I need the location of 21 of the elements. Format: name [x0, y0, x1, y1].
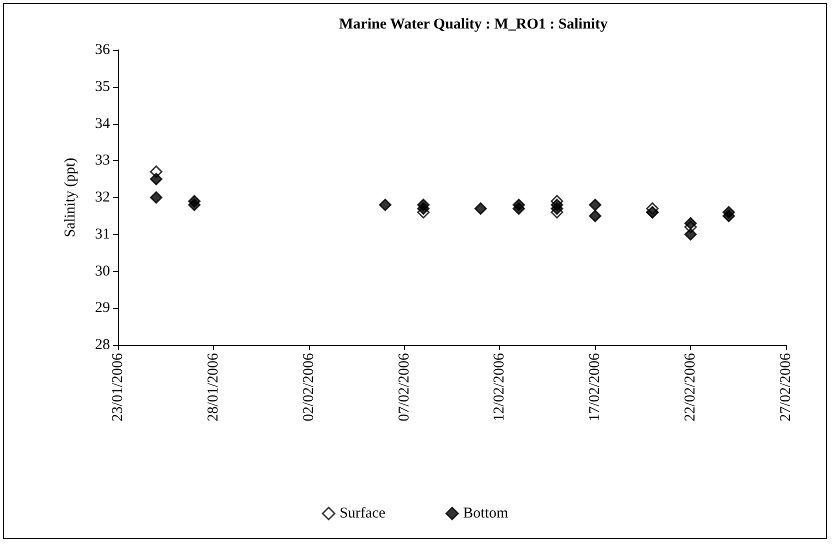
x-tick-label: 07/02/2006 — [396, 352, 412, 422]
legend-label: Surface — [340, 506, 386, 522]
y-tick-label: 30 — [95, 263, 110, 280]
y-axis-title: Salinity (ppt) — [62, 158, 78, 238]
y-tick-label: 29 — [95, 300, 110, 316]
legend-label: Bottom — [463, 506, 508, 522]
x-tick-label: 12/02/2006 — [492, 352, 508, 422]
chart-title: Marine Water Quality : M_RO1 : Salinity — [339, 16, 608, 32]
x-tick-label: 27/02/2006 — [778, 352, 794, 422]
x-tick-label: 02/02/2006 — [300, 352, 317, 422]
x-tick-label: 23/01/2006 — [110, 352, 126, 422]
y-tick-label: 31 — [95, 226, 110, 242]
y-tick-label: 36 — [95, 42, 110, 58]
y-tick-label: 32 — [95, 190, 110, 206]
y-tick-label: 34 — [95, 116, 110, 132]
x-tick-label: 22/02/2006 — [682, 352, 699, 422]
y-tick-label: 35 — [95, 78, 110, 95]
x-tick-label: 17/02/2006 — [587, 352, 604, 422]
y-tick-label: 28 — [95, 337, 110, 353]
x-tick-label: 28/01/2006 — [205, 352, 222, 422]
y-tick-label: 33 — [95, 152, 110, 169]
